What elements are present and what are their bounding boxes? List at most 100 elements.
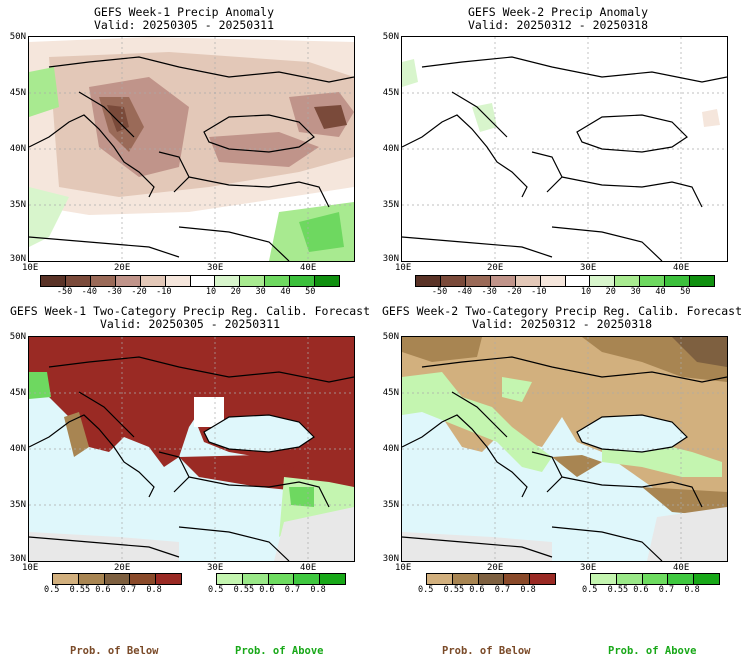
anomaly-colorbar-right-ticks: -50 -40 -30 -20 -10 10 20 30 40 50	[415, 287, 713, 299]
prob-below-colorbar-swatch	[504, 574, 531, 584]
panel4-title-line1: GEFS Week-2 Two-Category Precip Reg. Cal…	[381, 304, 743, 318]
anomaly-colorbar-swatch	[115, 276, 141, 286]
prob-below-colorbar-tick: 0.8	[146, 585, 162, 595]
prob-above-colorbar-swatch	[642, 574, 669, 584]
footer-prob-below-right: Prob. of Below	[442, 645, 531, 657]
anomaly-colorbar-swatch	[515, 276, 541, 286]
anomaly-colorbar-swatch	[240, 276, 266, 286]
anomaly-colorbar-tick: -10	[531, 287, 547, 297]
anomaly-colorbar-swatch	[565, 276, 591, 286]
map2-lon-10e: 10E	[395, 263, 412, 273]
prob-above-colorbar-tick: 0.55	[607, 585, 629, 595]
prob-below-colorbar-swatch	[156, 574, 181, 584]
anomaly-colorbar-tick: -10	[156, 287, 172, 297]
map3-lat-40n: 40N	[9, 444, 26, 454]
anomaly-colorbar-tick: -40	[81, 287, 98, 297]
prob-above-ticks-right: 0.5 0.55 0.6 0.7 0.8	[582, 585, 718, 597]
prob-above-colorbar-swatch	[294, 574, 321, 584]
map1-lon-30e: 30E	[207, 263, 224, 273]
prob-above-colorbar-tick: 0.6	[259, 585, 275, 595]
anomaly-colorbar-tick: -20	[506, 287, 522, 297]
prob-above-colorbar-swatch	[217, 574, 243, 584]
prob-above-colorbar-right	[590, 573, 720, 585]
anomaly-colorbar-tick: 40	[655, 287, 666, 297]
panel1-title: GEFS Week-1 Precip Anomaly Valid: 202503…	[14, 6, 354, 32]
anomaly-colorbar-tick: 40	[280, 287, 291, 297]
prob-below-colorbar-tick: 0.6	[95, 585, 111, 595]
map2-lon-30e: 30E	[580, 263, 597, 273]
panel4-title-line2: Valid: 20250312 - 20250318	[471, 317, 652, 331]
anomaly-colorbar-tick: -30	[481, 287, 497, 297]
map4-lon-30e: 30E	[580, 563, 597, 573]
panel1-title-line1: GEFS Week-1 Precip Anomaly	[93, 5, 274, 19]
map1-lon-20e: 20E	[114, 263, 131, 273]
panel3-title: GEFS Week-1 Two-Category Precip Reg. Cal…	[0, 305, 380, 331]
map3-lat-30n: 30N	[9, 554, 26, 564]
map-week2-anomaly	[401, 36, 728, 262]
map-week2-two-category	[401, 336, 728, 562]
map4-lat-45n: 45N	[382, 388, 399, 398]
panel3-title-line2: Valid: 20250305 - 20250311	[99, 317, 280, 331]
map4-lat-35n: 35N	[382, 500, 399, 510]
map4-lat-50n: 50N	[382, 332, 399, 342]
anomaly-colorbar-tick: -50	[431, 287, 448, 297]
anomaly-colorbar-swatch	[465, 276, 491, 286]
anomaly-colorbar-swatch	[315, 276, 340, 286]
anomaly-colorbar-swatch	[640, 276, 666, 286]
prob-above-colorbar-left	[216, 573, 346, 585]
anomaly-colorbar-swatch	[290, 276, 316, 286]
map2-lat-30n: 30N	[382, 254, 399, 264]
anomaly-colorbar-swatch	[416, 276, 441, 286]
panel2-title-line2: Valid: 20250312 - 20250318	[467, 18, 648, 32]
map1-lat-35n: 35N	[9, 200, 26, 210]
prob-below-colorbar-tick: 0.5	[418, 585, 434, 595]
map4-lon-10e: 10E	[395, 563, 412, 573]
map1-lon-40e: 40E	[300, 263, 317, 273]
anomaly-colorbar-tick: 30	[630, 287, 641, 297]
prob-below-colorbar-right	[426, 573, 556, 585]
prob-above-ticks-left: 0.5 0.55 0.6 0.7 0.8	[208, 585, 344, 597]
anomaly-colorbar-swatch	[165, 276, 191, 286]
prob-above-colorbar-tick: 0.55	[233, 585, 255, 595]
prob-above-colorbar-swatch	[694, 574, 719, 584]
anomaly-colorbar-tick: 50	[305, 287, 316, 297]
anomaly-colorbar-swatch	[440, 276, 466, 286]
anomaly-colorbar-tick: 50	[680, 287, 691, 297]
anomaly-colorbar-swatch	[615, 276, 641, 286]
prob-below-colorbar-tick: 0.55	[443, 585, 465, 595]
prob-below-colorbar-left	[52, 573, 182, 585]
anomaly-colorbar-tick: 20	[230, 287, 241, 297]
prob-below-ticks-left: 0.5 0.55 0.6 0.7 0.8	[44, 585, 180, 597]
prob-above-colorbar-swatch	[320, 574, 345, 584]
anomaly-colorbar-swatch	[41, 276, 66, 286]
prob-below-colorbar-swatch	[530, 574, 555, 584]
prob-above-colorbar-swatch	[268, 574, 295, 584]
prob-below-colorbar-tick: 0.6	[469, 585, 485, 595]
map-week1-two-category	[28, 336, 355, 562]
anomaly-colorbar-swatch	[265, 276, 291, 286]
map3-lon-30e: 30E	[207, 563, 224, 573]
anomaly-colorbar-swatch	[665, 276, 691, 286]
anomaly-colorbar-tick: -50	[56, 287, 73, 297]
map-week1-anomaly	[28, 36, 355, 262]
map2-lat-35n: 35N	[382, 200, 399, 210]
prob-below-colorbar-swatch	[427, 574, 453, 584]
anomaly-colorbar-left-ticks: -50 -40 -30 -20 -10 10 20 30 40 50	[40, 287, 338, 299]
panel3-title-line1: GEFS Week-1 Two-Category Precip Reg. Cal…	[9, 304, 371, 318]
prob-below-colorbar-swatch	[104, 574, 131, 584]
map3-lat-35n: 35N	[9, 500, 26, 510]
prob-below-colorbar-tick: 0.8	[520, 585, 536, 595]
prob-above-colorbar-swatch	[616, 574, 643, 584]
prob-below-colorbar-tick: 0.7	[494, 585, 511, 595]
anomaly-colorbar-tick: 10	[580, 287, 592, 297]
anomaly-colorbar-tick: -40	[456, 287, 473, 297]
map3-lon-40e: 40E	[300, 563, 317, 573]
map3-lon-20e: 20E	[114, 563, 131, 573]
anomaly-colorbar-swatch	[90, 276, 116, 286]
map1-lat-30n: 30N	[9, 254, 26, 264]
prob-above-colorbar-swatch	[242, 574, 269, 584]
footer-prob-below-left: Prob. of Below	[70, 645, 159, 657]
panel2-title-line1: GEFS Week-2 Precip Anomaly	[467, 5, 648, 19]
anomaly-colorbar-swatch	[190, 276, 216, 286]
anomaly-colorbar-swatch	[690, 276, 715, 286]
